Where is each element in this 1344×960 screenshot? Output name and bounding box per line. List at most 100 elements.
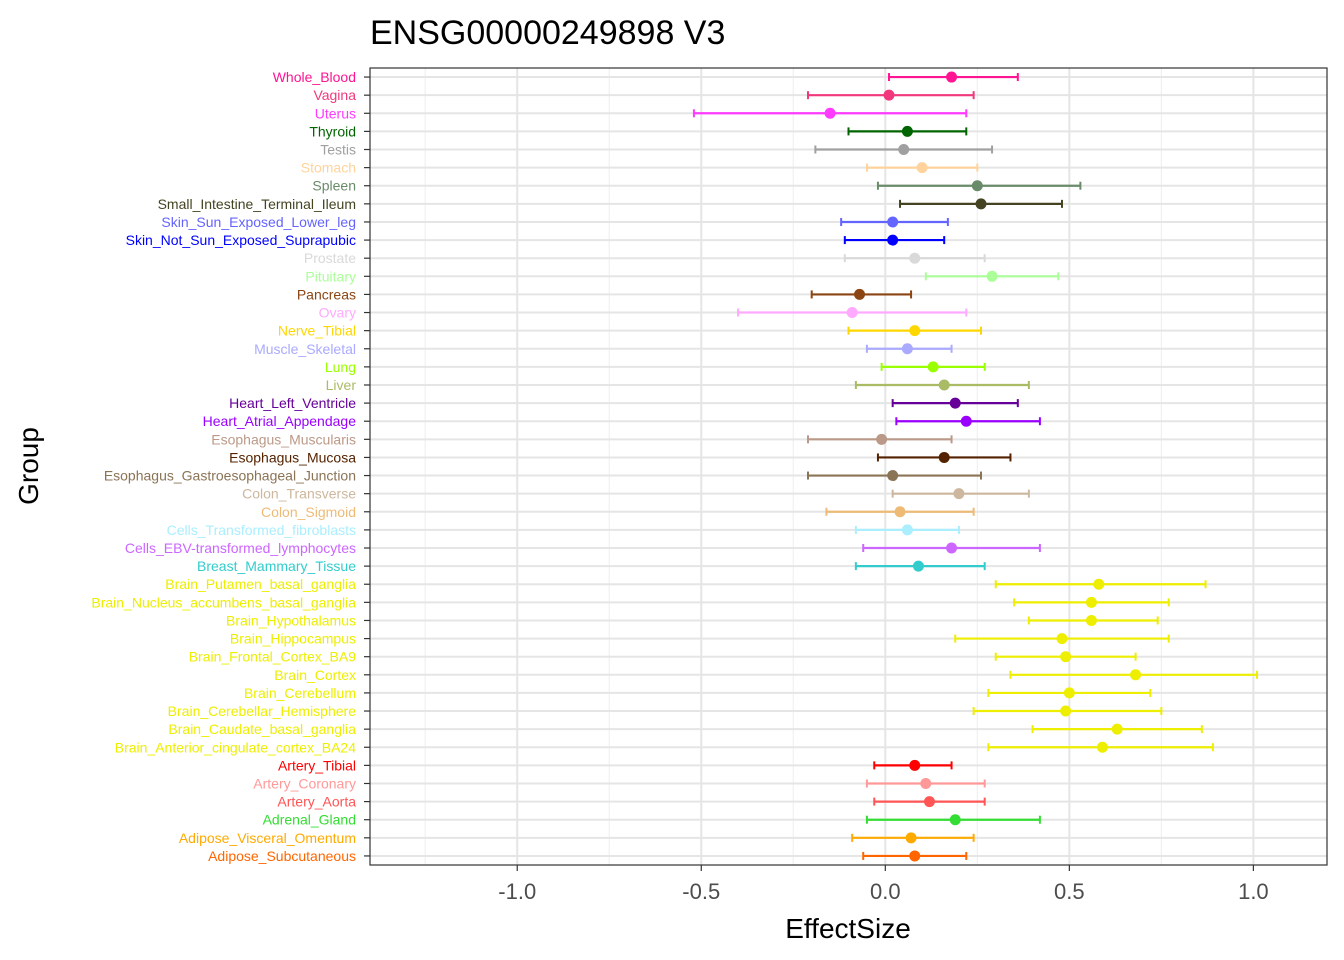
- group-mark-pituitary: [924, 270, 1060, 282]
- y-tick-label: Adrenal_Gland: [263, 812, 356, 828]
- x-axis-title: EffectSize: [785, 913, 911, 944]
- y-tick-label: Heart_Atrial_Appendage: [203, 413, 357, 429]
- group-mark-esophagus-gastroesophageal-junction: [807, 470, 983, 482]
- group-mark-colon-sigmoid: [825, 506, 975, 518]
- x-tick-label: 1.0: [1238, 879, 1269, 904]
- y-tick-label: Cells_EBV-transformed_lymphocytes: [125, 540, 356, 556]
- effect-point: [1060, 705, 1072, 717]
- group-mark-colon-transverse: [891, 488, 1030, 500]
- effect-point: [916, 162, 928, 174]
- effect-point: [905, 832, 917, 844]
- effect-point: [1063, 687, 1075, 699]
- y-tick-label: Brain_Frontal_Cortex_BA9: [189, 649, 357, 665]
- group-mark-brain-putamen-basal-ganglia: [994, 578, 1207, 590]
- panel-border: [369, 67, 1328, 866]
- y-tick-label: Spleen: [312, 178, 356, 194]
- y-tick-label: Colon_Sigmoid: [261, 504, 356, 520]
- y-tick-label: Adipose_Subcutaneous: [208, 848, 356, 864]
- y-tick-label: Esophagus_Muscularis: [211, 431, 356, 447]
- effect-point: [971, 180, 983, 192]
- group-mark-muscle-skeletal: [865, 343, 953, 355]
- effect-point: [960, 415, 972, 427]
- y-tick-label: Skin_Not_Sun_Exposed_Suprapubic: [126, 232, 356, 248]
- chart-title: ENSG00000249898 V3: [370, 14, 725, 52]
- y-tick-label: Brain_Cerebellum: [244, 685, 356, 701]
- y-tick-label: Ovary: [319, 305, 356, 321]
- effect-point: [883, 89, 895, 101]
- y-tick-label: Pituitary: [305, 268, 356, 284]
- y-tick-label: Brain_Cortex: [274, 667, 356, 683]
- effect-point: [894, 506, 906, 518]
- effect-point: [1085, 596, 1097, 608]
- group-mark-pancreas: [810, 288, 913, 300]
- effect-point: [887, 234, 899, 246]
- effect-point: [854, 288, 866, 300]
- y-tick-label: Brain_Putamen_basal_ganglia: [165, 576, 356, 592]
- y-tick-label: Whole_Blood: [273, 69, 356, 85]
- group-mark-brain-cerebellum: [987, 687, 1152, 699]
- y-tick-label: Brain_Caudate_basal_ganglia: [168, 721, 356, 737]
- y-axis: Whole_Blood Vagina Uterus Thyroid Testis Stom…: [91, 69, 370, 864]
- group-mark-vagina: [807, 89, 975, 101]
- effect-point: [1056, 633, 1068, 645]
- group-mark-lung: [880, 361, 986, 373]
- x-tick-label: -1.0: [498, 879, 536, 904]
- effect-point: [1093, 578, 1105, 590]
- y-tick-label: Liver: [326, 377, 357, 393]
- y-tick-label: Muscle_Skeletal: [254, 341, 356, 357]
- y-tick-label: Cells_Transformed_fibroblasts: [167, 522, 356, 538]
- effect-point: [901, 343, 913, 355]
- y-tick-label: Lung: [325, 359, 356, 375]
- y-tick-label: Vagina: [313, 87, 356, 103]
- group-mark-brain-nucleus-accumbens-basal-ganglia: [1013, 596, 1170, 608]
- effect-point: [953, 488, 965, 500]
- group-mark-testis: [814, 144, 994, 156]
- group-mark-heart-atrial-appendage: [895, 415, 1041, 427]
- data-marks: [692, 71, 1259, 862]
- group-mark-adrenal-gland: [865, 814, 1041, 826]
- y-tick-label: Artery_Aorta: [277, 794, 356, 810]
- group-mark-artery-tibial: [873, 759, 953, 771]
- effect-point: [901, 524, 913, 536]
- group-mark-nerve-tibial: [847, 325, 983, 337]
- y-tick-label: Stomach: [301, 160, 356, 176]
- effect-point: [1096, 741, 1108, 753]
- effect-point: [927, 361, 939, 373]
- group-mark-brain-frontal-cortex-ba9: [994, 651, 1137, 663]
- y-tick-label: Uterus: [315, 105, 356, 121]
- effect-point: [901, 125, 913, 137]
- effect-point: [949, 397, 961, 409]
- effect-point: [920, 777, 932, 789]
- group-mark-esophagus-muscularis: [807, 433, 953, 445]
- y-tick-label: Prostate: [304, 250, 356, 266]
- y-tick-label: Breast_Mammary_Tissue: [197, 558, 356, 574]
- effect-point: [909, 325, 921, 337]
- y-tick-label: Adipose_Visceral_Omentum: [179, 830, 356, 846]
- group-mark-brain-hypothalamus: [1027, 614, 1159, 626]
- effect-point: [909, 252, 921, 264]
- group-mark-skin-not-sun-exposed-suprapubic: [843, 234, 946, 246]
- group-mark-esophagus-mucosa: [876, 451, 1012, 463]
- y-axis-title: Group: [13, 427, 44, 505]
- effect-point: [824, 107, 836, 119]
- panel-background: [370, 68, 1327, 865]
- effect-point: [938, 451, 950, 463]
- y-tick-label: Testis: [320, 142, 356, 158]
- effect-point: [946, 542, 958, 554]
- effect-point: [876, 433, 888, 445]
- plot-panel: [369, 67, 1328, 866]
- y-tick-label: Pancreas: [297, 286, 356, 302]
- y-tick-label: Brain_Anterior_cingulate_cortex_BA24: [115, 739, 356, 755]
- y-tick-label: Skin_Sun_Exposed_Lower_leg: [161, 214, 356, 230]
- group-mark-skin-sun-exposed-lower-leg: [840, 216, 949, 228]
- group-mark-whole-blood: [887, 71, 1019, 83]
- x-tick-label: -0.5: [682, 879, 720, 904]
- group-mark-brain-hippocampus: [954, 633, 1170, 645]
- y-tick-label: Thyroid: [309, 123, 356, 139]
- group-mark-brain-anterior-cingulate-cortex-ba24: [987, 741, 1214, 753]
- y-tick-label: Brain_Cerebellar_Hemisphere: [168, 703, 357, 719]
- x-axis: -1.0 -0.5 0.0 0.5 1.0: [498, 865, 1269, 904]
- y-tick-label: Artery_Tibial: [278, 757, 356, 773]
- y-tick-label: Colon_Transverse: [242, 486, 356, 502]
- effect-point: [1111, 723, 1123, 735]
